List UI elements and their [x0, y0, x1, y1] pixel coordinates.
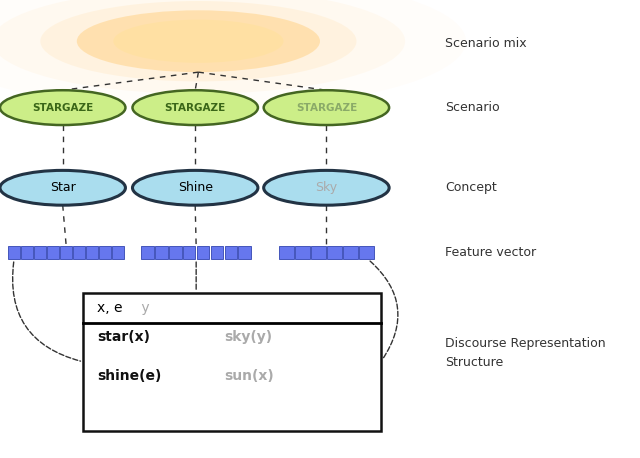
Text: STARGAZE: STARGAZE [164, 103, 226, 113]
Bar [83, 293, 381, 431]
Bar [238, 246, 251, 259]
Text: Feature vector: Feature vector [445, 246, 536, 259]
Bar [21, 246, 33, 259]
Bar [183, 246, 195, 259]
Text: Sky: Sky [316, 181, 337, 194]
Bar [35, 246, 46, 259]
Ellipse shape [264, 170, 389, 205]
Text: Shine: Shine [178, 181, 212, 194]
Text: Discourse Representation
Structure: Discourse Representation Structure [445, 337, 605, 369]
Text: shine(e): shine(e) [97, 370, 162, 383]
Text: Star: Star [50, 181, 76, 194]
Text: x, e: x, e [97, 301, 123, 315]
Bar [60, 246, 72, 259]
Bar [197, 246, 209, 259]
Bar [99, 246, 111, 259]
Ellipse shape [0, 0, 405, 94]
Text: y: y [137, 301, 150, 315]
Text: STARGAZE: STARGAZE [296, 103, 357, 113]
Bar [311, 246, 326, 259]
Ellipse shape [113, 20, 284, 63]
Bar [8, 246, 20, 259]
Bar [141, 246, 154, 259]
Ellipse shape [132, 170, 258, 205]
Bar [225, 246, 237, 259]
Text: sky(y): sky(y) [224, 330, 272, 344]
Ellipse shape [0, 90, 125, 125]
Text: STARGAZE: STARGAZE [32, 103, 93, 113]
Ellipse shape [264, 90, 389, 125]
Bar [279, 246, 294, 259]
Bar [113, 246, 124, 259]
Text: Scenario: Scenario [445, 101, 499, 114]
Bar [86, 246, 98, 259]
Bar [47, 246, 59, 259]
Bar [211, 246, 223, 259]
Bar [343, 246, 358, 259]
Ellipse shape [77, 10, 320, 72]
Ellipse shape [0, 170, 125, 205]
Ellipse shape [132, 90, 258, 125]
Bar [359, 246, 374, 259]
Text: Scenario mix: Scenario mix [445, 37, 527, 50]
Text: sun(x): sun(x) [224, 370, 274, 383]
Text: Concept: Concept [445, 181, 497, 194]
Bar [295, 246, 310, 259]
Ellipse shape [40, 1, 356, 82]
Bar [74, 246, 85, 259]
Bar [156, 246, 168, 259]
Bar [327, 246, 342, 259]
Bar [169, 246, 182, 259]
Text: star(x): star(x) [97, 330, 150, 344]
